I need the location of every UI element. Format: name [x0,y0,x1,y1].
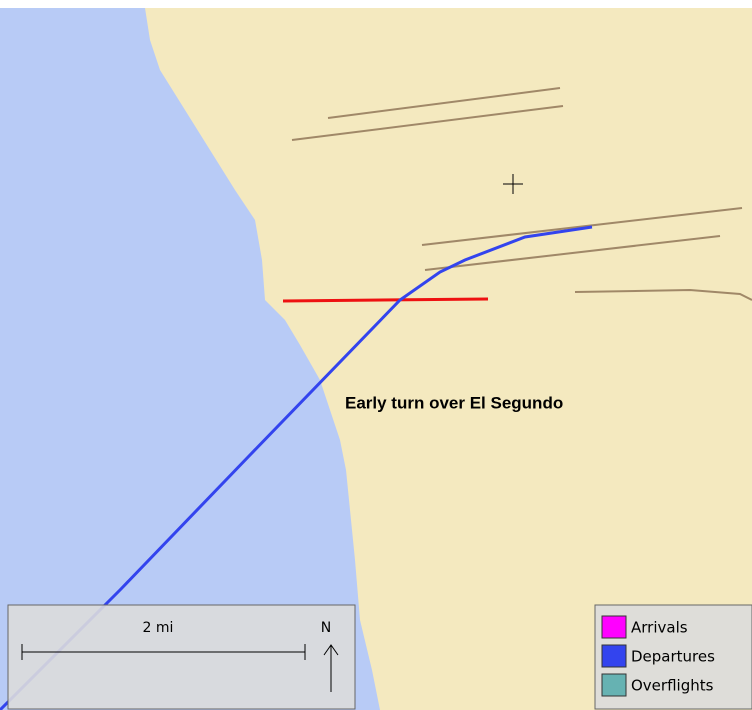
flight-track [0,225,593,710]
boundary-line [282,297,489,303]
runway [291,105,564,141]
taxiway [574,288,752,301]
crosshair [503,174,523,194]
legend-swatch [601,673,627,697]
legend-label: Arrivals [631,619,688,637]
scale-label: 2 mi [143,620,174,636]
north-label: N [321,620,331,636]
water [0,8,380,710]
scale-bar [21,644,339,692]
top-strip [0,0,752,8]
legend: Arrivals Departures Overflights [601,615,715,697]
runways [291,87,752,301]
runway [421,207,743,246]
scale-box [7,604,356,710]
legend-swatch [601,644,627,668]
annotation: Early turn over El Segundo [345,393,563,412]
runway [424,235,721,271]
legend-label: Departures [631,648,715,666]
legend-swatch [601,615,627,639]
legend-label: Overflights [631,677,714,695]
runway [327,87,561,119]
